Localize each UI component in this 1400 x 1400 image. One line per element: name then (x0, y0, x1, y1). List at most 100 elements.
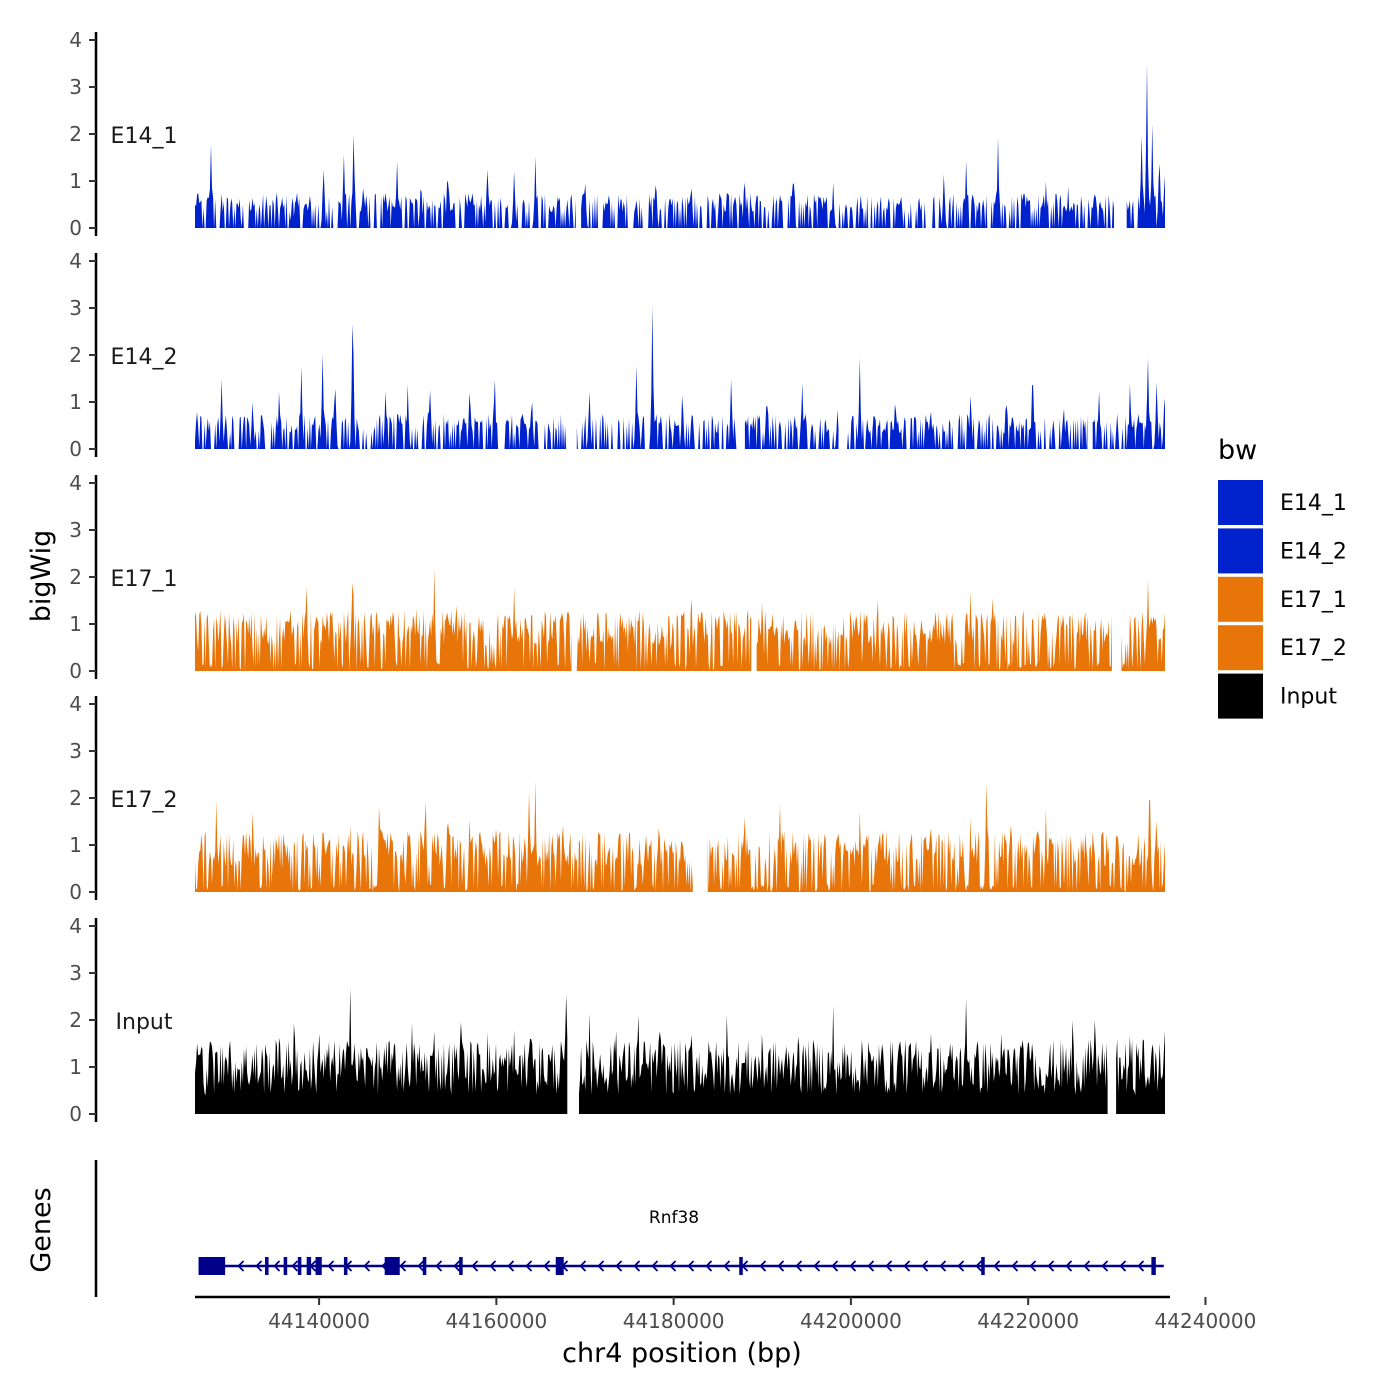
signal-area-E17_2 (195, 780, 1165, 892)
strand-arrow (885, 1260, 893, 1272)
y-tick-label: 2 (69, 343, 82, 367)
strand-arrow (435, 1260, 443, 1272)
y-tick-label: 0 (69, 1102, 82, 1126)
strand-arrow (1101, 1260, 1109, 1272)
y-tick-label: 2 (69, 786, 82, 810)
y-tick-label: 3 (69, 518, 82, 542)
strand-arrow (1083, 1260, 1091, 1272)
signal-area-E14_2 (195, 305, 1165, 449)
legend-swatch-E14_2 (1218, 528, 1263, 574)
genes-panel-title: Genes (26, 1187, 57, 1272)
strand-arrow (543, 1260, 551, 1272)
strand-arrow (939, 1260, 947, 1272)
gene-exon (384, 1257, 400, 1275)
strand-arrow (669, 1260, 677, 1272)
y-tick-label: 4 (69, 471, 82, 495)
y-tick-label: 1 (69, 833, 82, 857)
track-label-E17_1: E17_1 (111, 567, 178, 592)
gene-exon (739, 1257, 743, 1275)
strand-arrow (273, 1260, 281, 1272)
legend-label-E14_1: E14_1 (1280, 491, 1347, 516)
track-label-E17_2: E17_2 (111, 788, 178, 813)
strand-arrow (1047, 1260, 1055, 1272)
y-tick-label: 1 (69, 612, 82, 636)
legend-label-Input: Input (1280, 685, 1337, 710)
x-tick-label: 44160000 (445, 1309, 547, 1333)
gene-track (198, 1257, 1164, 1275)
strand-arrow (759, 1260, 767, 1272)
track-label-Input: Input (116, 1010, 173, 1035)
y-tick-label: 3 (69, 961, 82, 985)
x-axis: 44140000 44160000 44180000 44200000 44220000… (195, 1295, 1257, 1333)
x-tick-label: 44240000 (1155, 1309, 1257, 1333)
y-tick-label: 4 (69, 692, 82, 716)
strand-arrow (777, 1260, 785, 1272)
y-tick-label: 2 (69, 565, 82, 589)
strand-arrow (579, 1260, 587, 1272)
strand-arrow (417, 1260, 425, 1272)
strand-arrow (687, 1260, 695, 1272)
strand-arrow (507, 1260, 515, 1272)
y-tick-label: 1 (69, 390, 82, 414)
signal-area-E14_1 (195, 64, 1165, 228)
strand-arrow (849, 1260, 857, 1272)
strand-arrow (831, 1260, 839, 1272)
gene-exon (315, 1257, 322, 1275)
strand-arrow (525, 1260, 533, 1272)
strand-arrow (1011, 1260, 1019, 1272)
strand-arrow (399, 1260, 407, 1272)
y-tick-label: 1 (69, 1055, 82, 1079)
signal-panels: 0 1 2 3 4 E14_1 0 1 2 3 4 E14_2 0 1 2 3 4 E17_1 0 1 2 3 4 E17_2… (69, 28, 1165, 1126)
x-tick-label: 44220000 (977, 1309, 1079, 1333)
y-tick-label: 0 (69, 437, 82, 461)
x-tick-label: 44180000 (623, 1309, 725, 1333)
strand-arrow (291, 1260, 299, 1272)
gene-exon (198, 1257, 226, 1275)
gene-exon (459, 1257, 463, 1275)
strand-arrow (237, 1260, 245, 1272)
strand-arrow (489, 1260, 497, 1272)
strand-arrow (903, 1260, 911, 1272)
y-tick-label: 0 (69, 216, 82, 240)
strand-arrow (1137, 1260, 1145, 1272)
panel-E14_2: 0 1 2 3 4 E14_2 (69, 249, 1165, 461)
y-tick-label: 0 (69, 880, 82, 904)
strand-arrow (1029, 1260, 1037, 1272)
strand-arrow (633, 1260, 641, 1272)
y-tick-label: 2 (69, 1008, 82, 1032)
strand-arrow (993, 1260, 1001, 1272)
gene-exon (297, 1257, 302, 1275)
gene-exon (343, 1257, 348, 1275)
y-axis-title: bigWig (26, 530, 57, 623)
panel-E14_1: 0 1 2 3 4 E14_1 (69, 28, 1165, 240)
legend-title: bw (1218, 435, 1257, 466)
strand-arrow (453, 1260, 461, 1272)
y-tick-label: 4 (69, 249, 82, 273)
gene-exon (555, 1257, 564, 1275)
strand-arrow (327, 1260, 335, 1272)
legend-label-E17_2: E17_2 (1280, 636, 1347, 661)
signal-area-E17_1 (195, 568, 1165, 671)
strand-arrow (813, 1260, 821, 1272)
panel-E17_2: 0 1 2 3 4 E17_2 (69, 692, 1165, 904)
strand-arrow (921, 1260, 929, 1272)
y-tick-label: 4 (69, 914, 82, 938)
strand-arrow (975, 1260, 983, 1272)
y-tick-label: 4 (69, 28, 82, 52)
track-label-E14_1: E14_1 (111, 124, 178, 149)
y-tick-label: 0 (69, 659, 82, 683)
y-tick-label: 3 (69, 296, 82, 320)
strand-arrow (1119, 1260, 1127, 1272)
genes-panel: Genes Rnf38 (26, 1160, 1164, 1297)
strand-arrow (867, 1260, 875, 1272)
strand-arrow (795, 1260, 803, 1272)
x-tick-label: 44200000 (800, 1309, 902, 1333)
gene-exon (981, 1257, 985, 1275)
y-tick-label: 1 (69, 169, 82, 193)
legend-label-E14_2: E14_2 (1280, 539, 1347, 564)
strand-arrow (723, 1260, 731, 1272)
legend-label-E17_1: E17_1 (1280, 588, 1347, 613)
legend-swatch-E14_1 (1218, 480, 1263, 525)
y-tick-label: 2 (69, 122, 82, 146)
strand-arrow (651, 1260, 659, 1272)
